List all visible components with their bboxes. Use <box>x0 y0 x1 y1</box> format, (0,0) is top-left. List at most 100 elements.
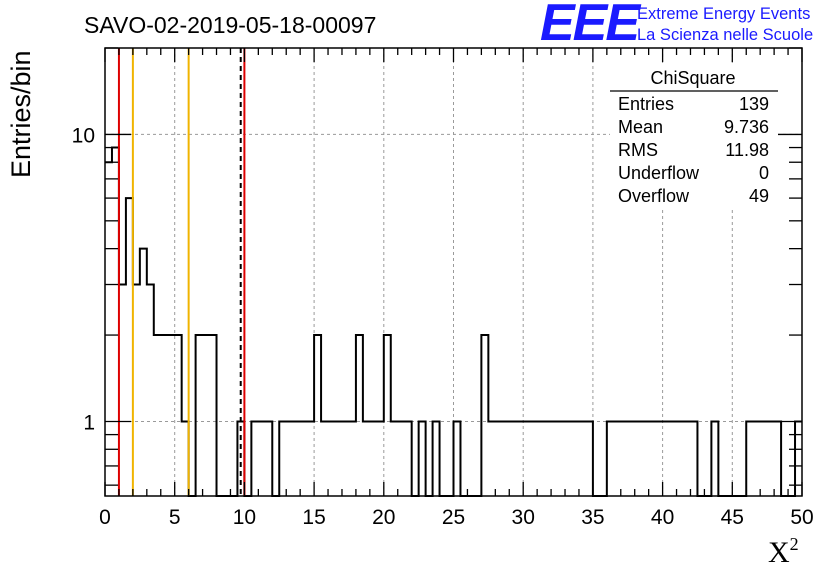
histogram-bin <box>342 421 349 496</box>
histogram-bin <box>488 421 495 496</box>
histogram-bin <box>711 421 718 496</box>
x-tick-label: 35 <box>581 506 604 529</box>
histogram-bin <box>586 421 593 496</box>
histogram-bin <box>321 421 328 496</box>
histogram-bin <box>481 335 488 496</box>
histogram-bin <box>314 335 321 496</box>
histogram-bin <box>147 285 154 496</box>
y-axis-label: Entries/bin <box>6 50 36 178</box>
stats-value: 0 <box>759 163 769 183</box>
histogram-bin <box>690 421 697 496</box>
stats-label: RMS <box>618 140 658 160</box>
histogram-bin <box>105 162 112 496</box>
histogram-bin <box>286 421 293 496</box>
histogram-bin <box>210 335 217 496</box>
histogram-bin <box>495 421 502 496</box>
stats-label: Overflow <box>618 186 690 206</box>
histogram-bin <box>196 335 203 496</box>
histogram-bin <box>335 421 342 496</box>
stats-value: 11.98 <box>725 140 769 160</box>
histogram-bin <box>433 421 440 496</box>
histogram-outline <box>105 146 802 497</box>
histogram-bin <box>258 421 265 496</box>
histogram-bin <box>558 421 565 496</box>
histogram-bin <box>265 421 272 496</box>
x-axis-label-sup: 2 <box>790 534 799 554</box>
histogram-bin <box>753 421 760 496</box>
histogram-bin <box>635 421 642 496</box>
histogram-bin <box>140 249 147 496</box>
histogram-bin <box>126 198 133 496</box>
histogram-bin <box>203 335 210 496</box>
histogram-bin <box>649 421 656 496</box>
x-tick-label: 50 <box>790 506 813 529</box>
histogram-bin <box>377 421 384 496</box>
histogram-bin <box>530 421 537 496</box>
eee-logo: EEE Extreme Energy Events La Scienza nel… <box>540 0 813 52</box>
chart-title: SAVO-02-2019-05-18-00097 <box>84 12 376 38</box>
stats-value: 9.736 <box>724 117 769 137</box>
stats-value: 139 <box>739 94 769 114</box>
histogram-bin <box>370 421 377 496</box>
histogram-bin <box>182 421 189 496</box>
histogram-bin <box>133 285 140 496</box>
histogram-bin <box>607 421 614 496</box>
x-tick-label: 45 <box>721 506 744 529</box>
histogram-bin <box>516 421 523 496</box>
stats-box-bg <box>610 66 778 208</box>
histogram-bin <box>642 421 649 496</box>
y-tick-label: 10 <box>72 124 95 147</box>
histogram-bin <box>363 421 370 496</box>
histogram-bin <box>544 421 551 496</box>
histogram-bin <box>537 421 544 496</box>
eee-logo-mark: EEE <box>540 0 641 52</box>
histogram-bin <box>746 421 753 496</box>
histogram-bin <box>161 335 168 496</box>
eee-logo-line2: La Scienza nelle Scuole <box>637 26 813 44</box>
histogram-bin <box>112 148 119 496</box>
histogram-bin <box>523 421 530 496</box>
histogram-bin <box>565 421 572 496</box>
histogram-bin <box>279 421 286 496</box>
x-axis-label-base: X <box>768 536 790 569</box>
histogram-bin <box>168 335 175 496</box>
stats-rows: Entries 139 Mean 9.736 RMS 11.98 Underflow 0 Ove… <box>618 94 769 206</box>
histogram-bin <box>391 421 398 496</box>
histogram-bin <box>398 421 405 496</box>
histogram-bin <box>677 421 684 496</box>
histogram-bin <box>154 335 161 496</box>
histogram-bin <box>684 421 691 496</box>
stats-label: Mean <box>618 117 663 137</box>
histogram-bin <box>628 421 635 496</box>
histogram-bin <box>300 421 307 496</box>
stats-box: ChiSquare Entries 139 Mean 9.736 RMS 11.98 Und… <box>610 66 778 208</box>
axis-ticks <box>104 47 803 496</box>
histogram <box>105 146 802 497</box>
histogram-bin <box>551 421 558 496</box>
x-tick-label: 25 <box>442 506 465 529</box>
histogram-bin <box>307 421 314 496</box>
histogram-bin <box>349 421 356 496</box>
stats-value: 49 <box>749 186 769 206</box>
x-axis-label: X2 <box>768 534 799 569</box>
x-tick-label: 10 <box>233 506 256 529</box>
stats-label: Underflow <box>618 163 700 183</box>
histogram-bin <box>502 421 509 496</box>
marker-lines <box>117 48 246 496</box>
histogram-bin <box>356 335 363 496</box>
histogram-bin <box>663 421 670 496</box>
histogram-bin <box>293 421 300 496</box>
histogram-bin <box>760 421 767 496</box>
x-tick-label: 5 <box>169 506 181 529</box>
histogram-bin <box>572 421 579 496</box>
histogram-bin <box>251 421 258 496</box>
x-tick-label: 20 <box>372 506 395 529</box>
tick-labels: 0 5 10 15 20 25 30 35 40 45 50 1 10 <box>72 124 814 529</box>
y-tick-label: 1 <box>83 411 95 434</box>
histogram-bin <box>454 421 461 496</box>
histogram-bin <box>175 335 182 496</box>
histogram-bin <box>384 335 391 496</box>
histogram-bin <box>767 421 774 496</box>
histogram-bin <box>419 421 426 496</box>
